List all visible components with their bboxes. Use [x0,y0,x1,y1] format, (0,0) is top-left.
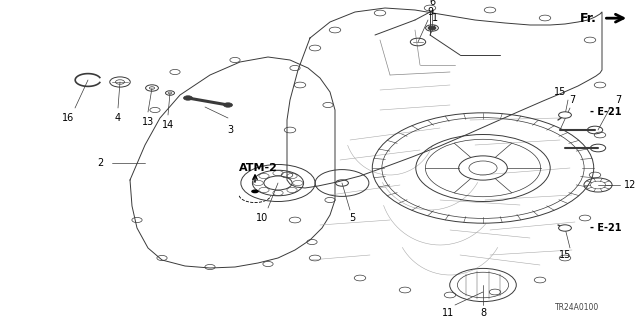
Circle shape [223,103,232,107]
Text: 2: 2 [97,158,103,168]
Text: ATM-2: ATM-2 [239,163,277,173]
Text: 7: 7 [615,95,621,105]
Text: 15: 15 [559,250,571,260]
Text: 1: 1 [432,13,438,23]
Text: 10: 10 [256,213,268,223]
Text: - E-21: - E-21 [590,223,621,233]
Text: Fr.: Fr. [580,12,597,25]
Text: 4: 4 [115,113,121,123]
Text: 3: 3 [227,125,233,135]
Circle shape [184,96,193,100]
Text: 8: 8 [480,308,486,318]
Text: 13: 13 [142,117,154,127]
Text: 14: 14 [162,120,174,130]
Text: 7: 7 [569,95,575,105]
Text: 6: 6 [429,0,435,7]
Text: 5: 5 [349,213,355,223]
Circle shape [251,189,259,193]
Circle shape [559,112,572,118]
Text: 12: 12 [624,180,636,190]
Circle shape [428,26,436,30]
Text: 9: 9 [427,7,433,17]
Text: 15: 15 [554,87,566,97]
Text: TR24A0100: TR24A0100 [555,303,599,313]
Text: 11: 11 [442,308,454,318]
Text: - E-21: - E-21 [590,107,621,117]
Circle shape [559,225,572,231]
Text: 16: 16 [62,113,74,123]
